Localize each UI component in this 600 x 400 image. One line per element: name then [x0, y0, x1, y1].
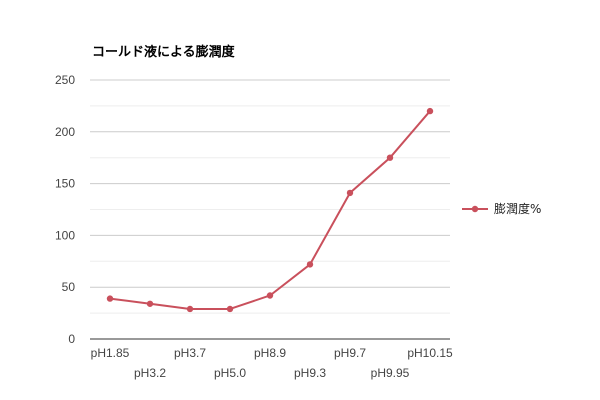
data-point [426, 107, 434, 115]
x-tick-label: pH9.7 [334, 346, 366, 360]
y-tick-label: 100 [55, 228, 75, 242]
y-tick-label: 250 [55, 73, 75, 87]
legend-label: 膨潤度% [494, 201, 541, 216]
y-tick-label: 50 [62, 280, 76, 294]
x-axis-ticks: pH1.85 pH3.2 pH3.7 pH5.0 pH8.9 pH9.3 pH9.7 pH9.… [91, 346, 453, 380]
gridlines [90, 79, 450, 314]
y-tick-label: 0 [68, 332, 75, 346]
y-tick-label: 150 [55, 177, 75, 191]
chart-title: コールド液による膨潤度 [92, 45, 235, 60]
y-tick-label: 200 [55, 125, 75, 139]
series [106, 107, 434, 313]
data-point [186, 305, 194, 313]
data-point [226, 305, 234, 313]
y-axis-ticks: 0 50 100 150 200 250 [55, 73, 75, 346]
data-point [106, 295, 114, 302]
x-tick-label: pH3.7 [174, 346, 206, 360]
data-point [346, 189, 354, 197]
x-tick-label: pH9.95 [371, 366, 410, 380]
x-tick-label: pH8.9 [254, 346, 286, 360]
data-point [146, 300, 154, 307]
data-point [386, 154, 394, 161]
x-tick-label: pH5.0 [214, 366, 246, 380]
legend-marker [471, 205, 479, 213]
legend: 膨潤度% [462, 201, 541, 216]
x-tick-label: pH10.15 [407, 346, 453, 360]
data-point [266, 292, 274, 299]
x-tick-label: pH9.3 [294, 366, 326, 380]
x-tick-label: pH3.2 [134, 366, 166, 380]
x-tick-label: pH1.85 [91, 346, 130, 360]
series-line [109, 110, 431, 310]
data-point [306, 261, 314, 268]
